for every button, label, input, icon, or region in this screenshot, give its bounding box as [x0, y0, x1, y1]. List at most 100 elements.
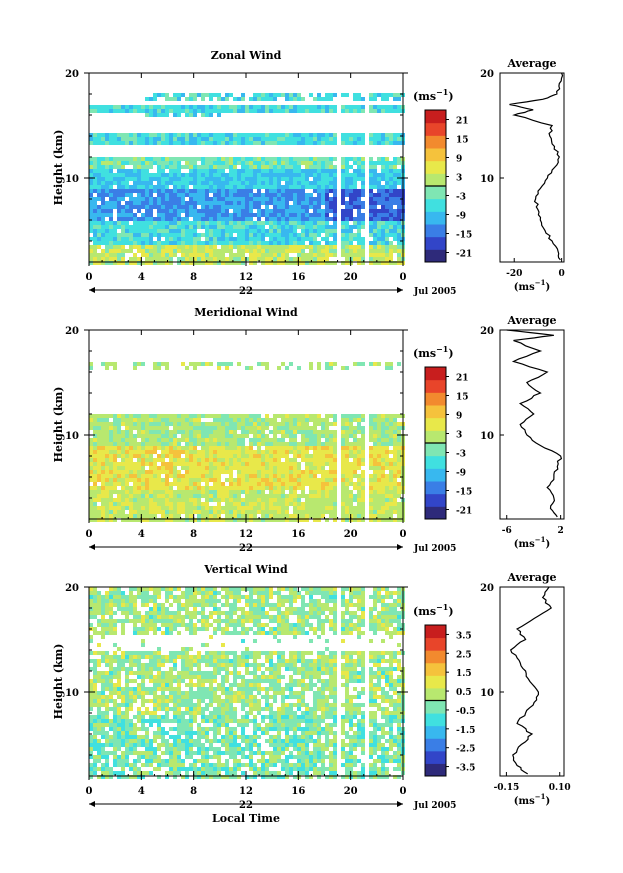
heatmap-cell: [341, 141, 345, 145]
heatmap-cell: [101, 213, 105, 217]
heatmap-cell: [313, 213, 317, 217]
heatmap-cell: [317, 169, 321, 173]
heatmap-cell: [397, 233, 401, 237]
heatmap-cell: [181, 462, 185, 466]
heatmap-cell: [389, 462, 393, 466]
heatmap-cell: [233, 205, 237, 209]
heatmap-cell: [317, 434, 321, 438]
heatmap-cell: [109, 249, 113, 253]
heatmap-cell: [177, 225, 181, 229]
heatmap-cell: [89, 611, 93, 615]
heatmap-cell: [205, 105, 209, 109]
heatmap-cell: [117, 241, 121, 245]
heatmap-cell: [109, 735, 113, 739]
heatmap-cell: [249, 261, 253, 265]
average-unit-sup: −1: [535, 278, 546, 287]
heatmap-cell: [289, 498, 293, 502]
heatmap-cell: [241, 205, 245, 209]
heatmap-cell: [261, 181, 265, 185]
heatmap-cell: [157, 241, 161, 245]
heatmap-cell: [297, 442, 301, 446]
heatmap-cell: [325, 241, 329, 245]
heatmap-cell: [237, 454, 241, 458]
heatmap-cell: [129, 241, 133, 245]
heatmap-cell: [297, 165, 301, 169]
heatmap-cell: [89, 751, 93, 755]
heatmap-cell: [349, 245, 353, 249]
heatmap-cell: [217, 450, 221, 454]
heatmap-cell: [97, 671, 101, 675]
heatmap-cell: [225, 466, 229, 470]
heatmap-cell: [265, 510, 269, 514]
heatmap-cell: [89, 595, 93, 599]
heatmap-cell: [161, 494, 165, 498]
heatmap-cell: [113, 743, 117, 747]
heatmap-cell: [393, 185, 397, 189]
heatmap-cell: [261, 165, 265, 169]
heatmap-cell: [177, 193, 181, 197]
heatmap-cell: [149, 514, 153, 518]
heatmap-cell: [297, 462, 301, 466]
heatmap-cell: [249, 213, 253, 217]
heatmap-cell: [181, 426, 185, 430]
heatmap-cell: [157, 470, 161, 474]
heatmap-cell: [113, 442, 117, 446]
heatmap-cell: [109, 193, 113, 197]
heatmap-cell: [121, 181, 125, 185]
heatmap-cell: [221, 233, 225, 237]
colorbar-unit: (ms−1): [413, 344, 454, 360]
heatmap-cell: [297, 97, 301, 101]
heatmap-cell: [357, 418, 361, 422]
heatmap-cell: [217, 426, 221, 430]
heatmap-cell: [137, 221, 141, 225]
heatmap-cell: [261, 422, 265, 426]
heatmap-cell: [185, 157, 189, 161]
heatmap-cell: [177, 458, 181, 462]
panel-title: Vertical Wind: [203, 563, 288, 576]
heatmap-cell: [361, 418, 365, 422]
heatmap-cell: [369, 253, 373, 257]
heatmap-cell: [289, 209, 293, 213]
heatmap-cell: [89, 478, 93, 482]
heatmap-cell: [297, 189, 301, 193]
heatmap-cell: [141, 450, 145, 454]
heatmap-cell: [209, 165, 213, 169]
heatmap-cell: [109, 233, 113, 237]
heatmap-cell: [325, 253, 329, 257]
heatmap-cell: [313, 197, 317, 201]
heatmap-cell: [189, 450, 193, 454]
heatmap-cell: [121, 506, 125, 510]
heatmap-cell: [381, 173, 385, 177]
heatmap-cell: [393, 458, 397, 462]
heatmap-cell: [361, 245, 365, 249]
heatmap-cell: [325, 201, 329, 205]
heatmap-cell: [137, 161, 141, 165]
heatmap-cell: [193, 137, 197, 141]
heatmap-cell: [93, 197, 97, 201]
heatmap-cell: [253, 177, 257, 181]
heatmap-cell: [393, 442, 397, 446]
heatmap-cell: [309, 482, 313, 486]
heatmap-cell: [105, 663, 109, 667]
heatmap-cell: [373, 466, 377, 470]
heatmap-cell: [145, 450, 149, 454]
heatmap-cell: [369, 181, 373, 185]
heatmap-cell: [389, 430, 393, 434]
heatmap-cell: [317, 502, 321, 506]
heatmap-cell: [221, 426, 225, 430]
heatmap-cell: [181, 157, 185, 161]
heatmap-cell: [313, 418, 317, 422]
heatmap-cell: [377, 193, 381, 197]
heatmap-cell: [281, 229, 285, 233]
heatmap-cell: [361, 97, 365, 101]
heatmap-cell: [245, 502, 249, 506]
heatmap-cell: [361, 414, 365, 418]
heatmap-cell: [397, 177, 401, 181]
heatmap-cell: [205, 414, 209, 418]
heatmap-cell: [205, 426, 209, 430]
heatmap-cell: [393, 418, 397, 422]
heatmap-cell: [137, 261, 141, 265]
heatmap-cell: [89, 225, 93, 229]
heatmap-cell: [233, 506, 237, 510]
